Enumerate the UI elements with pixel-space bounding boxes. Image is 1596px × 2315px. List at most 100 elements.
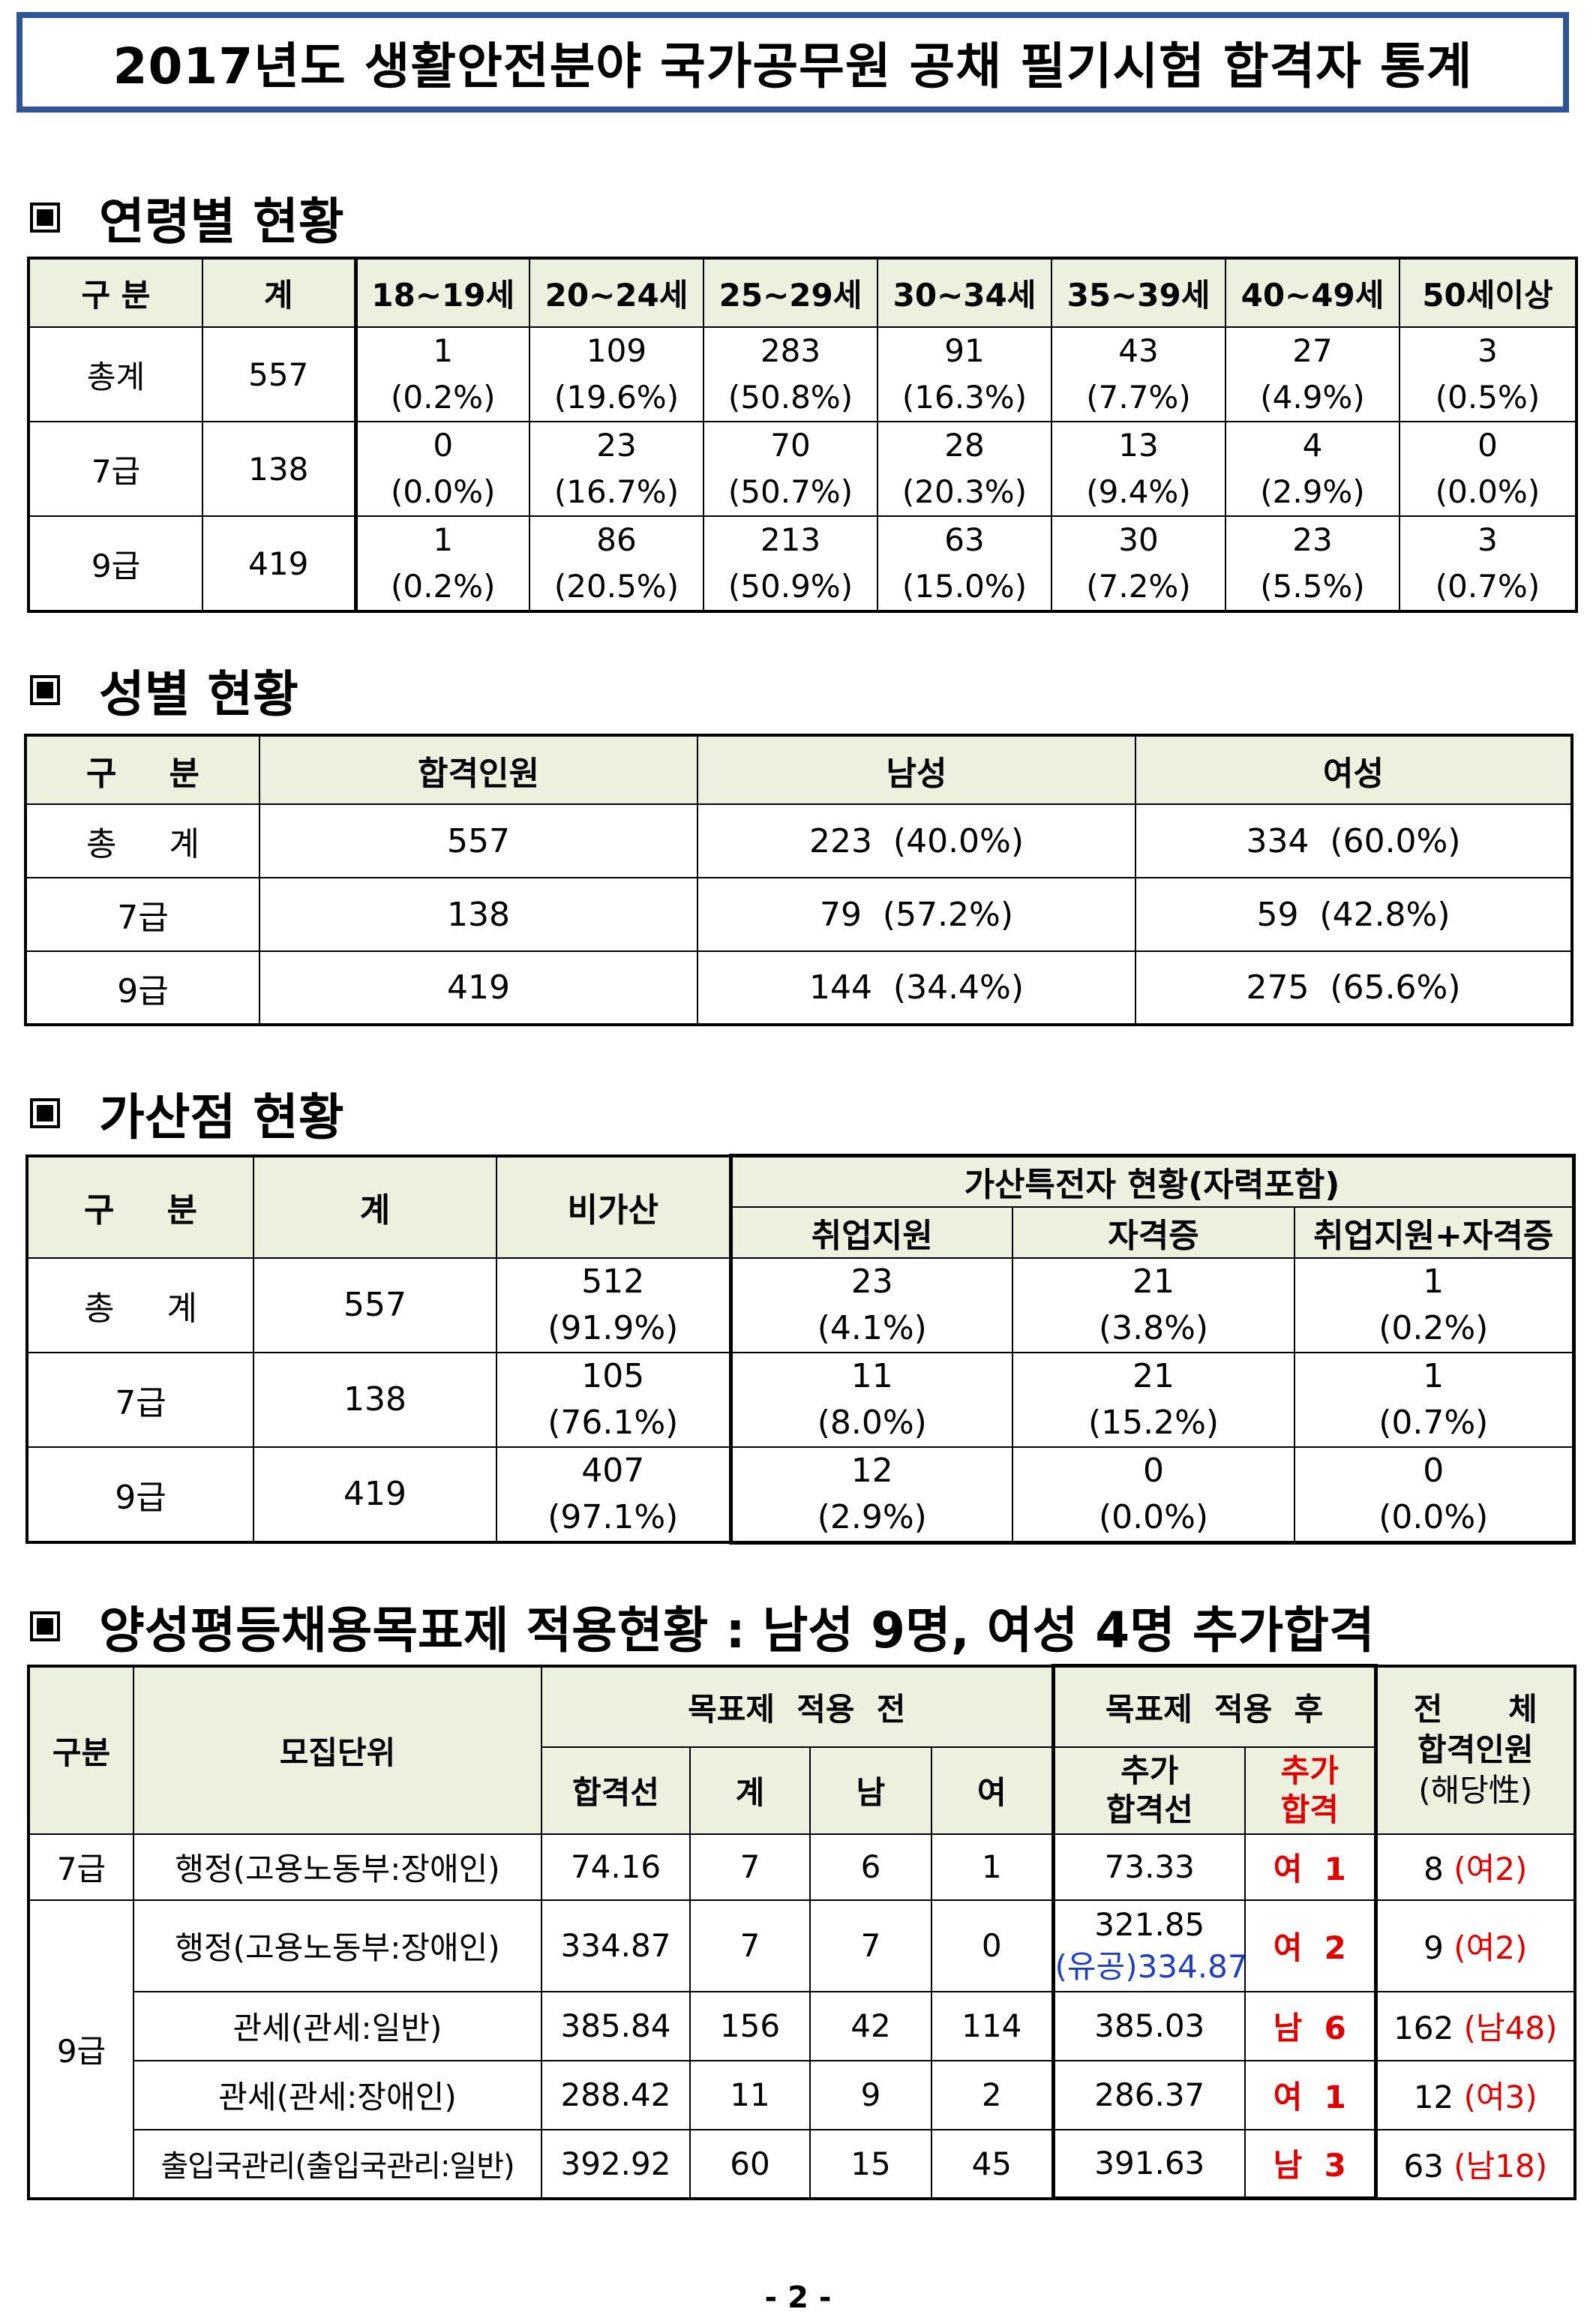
header-cell: 전 체 합격인원 (해당性) (1375, 1665, 1576, 1835)
data-cell: 43 (7.7%) (1051, 326, 1226, 422)
data-cell: 30 (7.2%) (1051, 515, 1226, 612)
row-female: 59 (42.8%) (1135, 877, 1573, 952)
row-total: 12 (여3) (1375, 2059, 1576, 2130)
header-cell: 모집단위 (133, 1665, 542, 1835)
header-cell: 구분 (28, 1665, 134, 1835)
section-heading-equality: 양성평등채용목표제 적용현황 : 남성 9명, 여성 4명 추가합격 (30, 1590, 1375, 1662)
checkbox-square-icon (30, 1611, 60, 1641)
data-cell: 86 (20.5%) (529, 515, 704, 612)
data-cell: 0 (0.0%) (1012, 1446, 1295, 1545)
header-cell: 구 분 (28, 257, 203, 328)
row-female: 1 (930, 1833, 1054, 1901)
data-cell: 4 (2.9%) (1225, 421, 1400, 517)
header-group-cell: 가산특전자 현황(자력포함) (728, 1154, 1576, 1208)
data-cell: 0 (0.0%) (1294, 1446, 1576, 1545)
header-group-cell: 목표제 적용 후 (1051, 1664, 1378, 1748)
table-row: 7급 138 0 (0.0%) 23 (16.7%) 70 (50.7%) 28 (20… (28, 421, 1577, 517)
table-row: 7급 행정(고용노동부:장애인) 74.16 7 6 1 73.33 여 1 8… (28, 1833, 1576, 1901)
data-cell: 283 (50.8%) (703, 326, 878, 422)
table-row: 출입국관리(출입국관리:일반) 392.92 60 15 45 391.63 남… (28, 2128, 1576, 2200)
header-cell: 남 (809, 1746, 932, 1835)
section-heading-gender: 성별 현황 (30, 654, 298, 726)
data-cell: 12 (2.9%) (728, 1446, 1013, 1545)
row-sum: 7 (689, 1899, 811, 1992)
header-cell: 취업지원 (728, 1206, 1013, 1259)
row-add-cut: 385.03 (1051, 1990, 1246, 2061)
data-cell: 23 (5.5%) (1225, 515, 1400, 612)
data-cell: 23 (4.1%) (728, 1257, 1013, 1353)
row-passed: 419 (259, 950, 698, 1025)
row-cut: 392.92 (541, 2128, 691, 2199)
table-header-row: 구 분 계 18~19세 20~24세 25~29세 30~34세 35~39세… (28, 257, 1577, 328)
data-cell: 0 (0.0%) (353, 421, 530, 517)
data-cell: 21 (15.2%) (1012, 1351, 1295, 1448)
header-cell: 40~49세 (1225, 257, 1400, 328)
row-male: 42 (809, 1990, 932, 2061)
row-label: 총계 (28, 326, 203, 422)
section-title: 성별 현황 (99, 665, 298, 723)
header-cell: 비가산 (496, 1154, 731, 1259)
header-cell: 여 (930, 1746, 1054, 1835)
header-cell: 25~29세 (703, 257, 878, 328)
row-cut: 385.84 (541, 1990, 691, 2061)
row-add-cut: 391.63 (1051, 2128, 1246, 2200)
row-male: 15 (809, 2128, 932, 2199)
row-unit: 행정(고용노동부:장애인) (133, 1899, 542, 1992)
header-cell: 20~24세 (529, 257, 704, 328)
data-cell: 3 (0.7%) (1399, 515, 1577, 612)
row-label: 9급 (28, 515, 203, 612)
data-cell: 28 (20.3%) (877, 421, 1052, 517)
row-total: 162 (남48) (1375, 1990, 1576, 2061)
data-cell: 21 (3.8%) (1012, 1257, 1295, 1353)
row-grade: 9급 (28, 1899, 134, 2199)
data-cell: 70 (50.7%) (703, 421, 878, 517)
header-cell: 추가 합격선 (1051, 1746, 1246, 1835)
row-male: 223 (40.0%) (697, 803, 1136, 878)
row-unit: 관세(관세:장애인) (133, 2059, 542, 2130)
data-cell: 27 (4.9%) (1225, 326, 1400, 422)
row-male: 7 (809, 1899, 932, 1992)
row-total: 419 (202, 515, 356, 612)
row-cut: 74.16 (541, 1833, 691, 1901)
row-total: 138 (253, 1351, 497, 1448)
data-cell: 0 (0.0%) (1399, 421, 1577, 517)
checkbox-square-icon (30, 1098, 60, 1128)
section-heading-age: 연령별 현황 (30, 182, 344, 254)
row-cut: 334.87 (541, 1899, 691, 1992)
header-cell: 추가 합격 (1244, 1746, 1378, 1835)
row-female: 114 (930, 1990, 1054, 2061)
row-add-pass: 여 1 (1244, 1833, 1378, 1901)
age-table: 구 분 계 18~19세 20~24세 25~29세 30~34세 35~39세… (27, 257, 1578, 613)
data-cell: 1 (0.7%) (1294, 1351, 1576, 1448)
row-total: 557 (202, 326, 356, 422)
header-cell: 합격선 (541, 1746, 691, 1835)
data-cell: 3 (0.5%) (1399, 326, 1577, 422)
header-cell: 50세이상 (1399, 257, 1577, 328)
table-subheader-row: 합격선 계 남 여 추가 합격선 추가 합격 (28, 1746, 1575, 1835)
row-total: 63 (남18) (1375, 2128, 1576, 2199)
row-label: 7급 (25, 877, 260, 952)
table-row: 9급 행정(고용노동부:장애인) 334.87 7 7 0 321.85 (유공)… (28, 1899, 1576, 2199)
header-cell: 30~34세 (877, 257, 1052, 328)
data-cell: 11 (8.0%) (728, 1351, 1013, 1448)
row-unit: 행정(고용노동부:장애인) (133, 1833, 542, 1901)
table-header-row: 구분 모집단위 목표제 적용 전 목표제 적용 후 전 체 합격인원 (해당性) (28, 1664, 1576, 1835)
row-cut: 288.42 (541, 2059, 691, 2130)
row-grade: 7급 (28, 1833, 134, 1901)
data-cell: 407 (97.1%) (496, 1446, 731, 1543)
data-cell: 109 (19.6%) (529, 326, 704, 422)
row-label: 9급 (26, 1446, 254, 1543)
table-row: 9급 419 407 (97.1%) 12 (2.9%) 0 (0.0%) 0 (0.0… (26, 1446, 1576, 1545)
row-female: 275 (65.6%) (1135, 950, 1573, 1025)
header-cell: 합격인원 (259, 734, 698, 805)
header-cell: 계 (689, 1746, 811, 1835)
table-row: 7급 138 79 (57.2%) 59 (42.8%) (25, 877, 1573, 952)
checkbox-square-icon (30, 203, 60, 233)
